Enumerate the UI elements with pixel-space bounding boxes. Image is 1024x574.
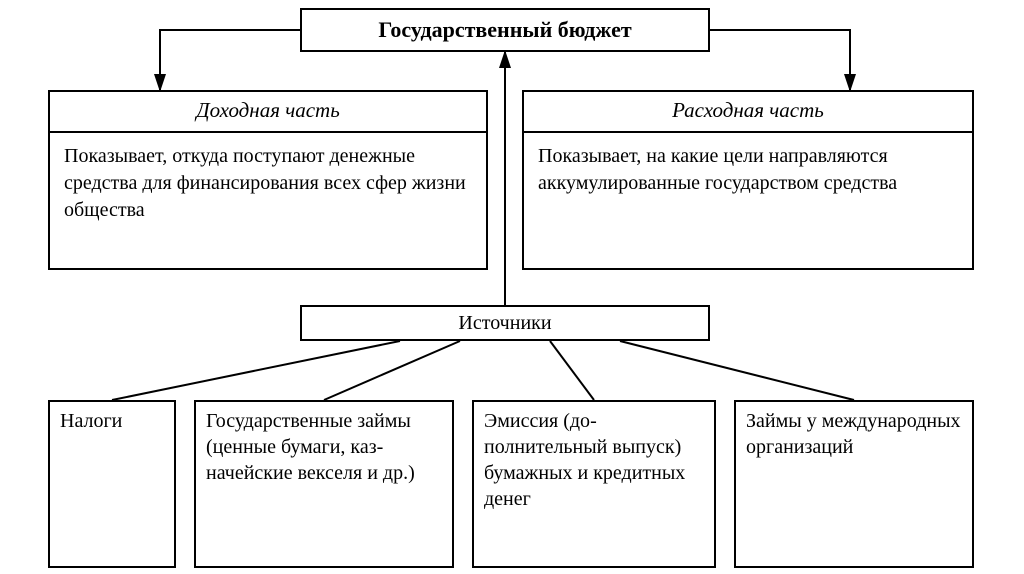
expense-body: Показывает, на какие цели направляются а… — [534, 141, 962, 199]
sources-node: Источники — [300, 305, 710, 341]
source-text: Займы у междуна­родных ор­ганизаций — [746, 410, 961, 458]
source-item-1: Налоги — [48, 400, 176, 568]
source-text: Государствен­ные займы (цен­ные бумаги, … — [206, 410, 415, 484]
source-item-2: Государствен­ные займы (цен­ные бумаги, … — [194, 400, 454, 568]
income-node: Доходная часть Показывает, откуда посту­… — [48, 90, 488, 270]
source-item-4: Займы у междуна­родных ор­ганизаций — [734, 400, 974, 568]
source-item-3: Эмиссия (до­полнительный выпуск) бу­мажн… — [472, 400, 716, 568]
source-text: Налоги — [60, 410, 122, 432]
root-node: Государственный бюджет — [300, 8, 710, 52]
income-body: Показывает, откуда посту­пают денежные с… — [60, 141, 476, 226]
expense-title: Расходная часть — [524, 92, 972, 133]
source-text: Эмиссия (до­полнительный выпуск) бу­мажн… — [484, 410, 685, 510]
sources-label: Источники — [458, 312, 551, 335]
root-label: Государственный бюджет — [378, 17, 631, 43]
income-title: Доходная часть — [50, 92, 486, 133]
expense-node: Расходная часть Показывает, на какие цел… — [522, 90, 974, 270]
